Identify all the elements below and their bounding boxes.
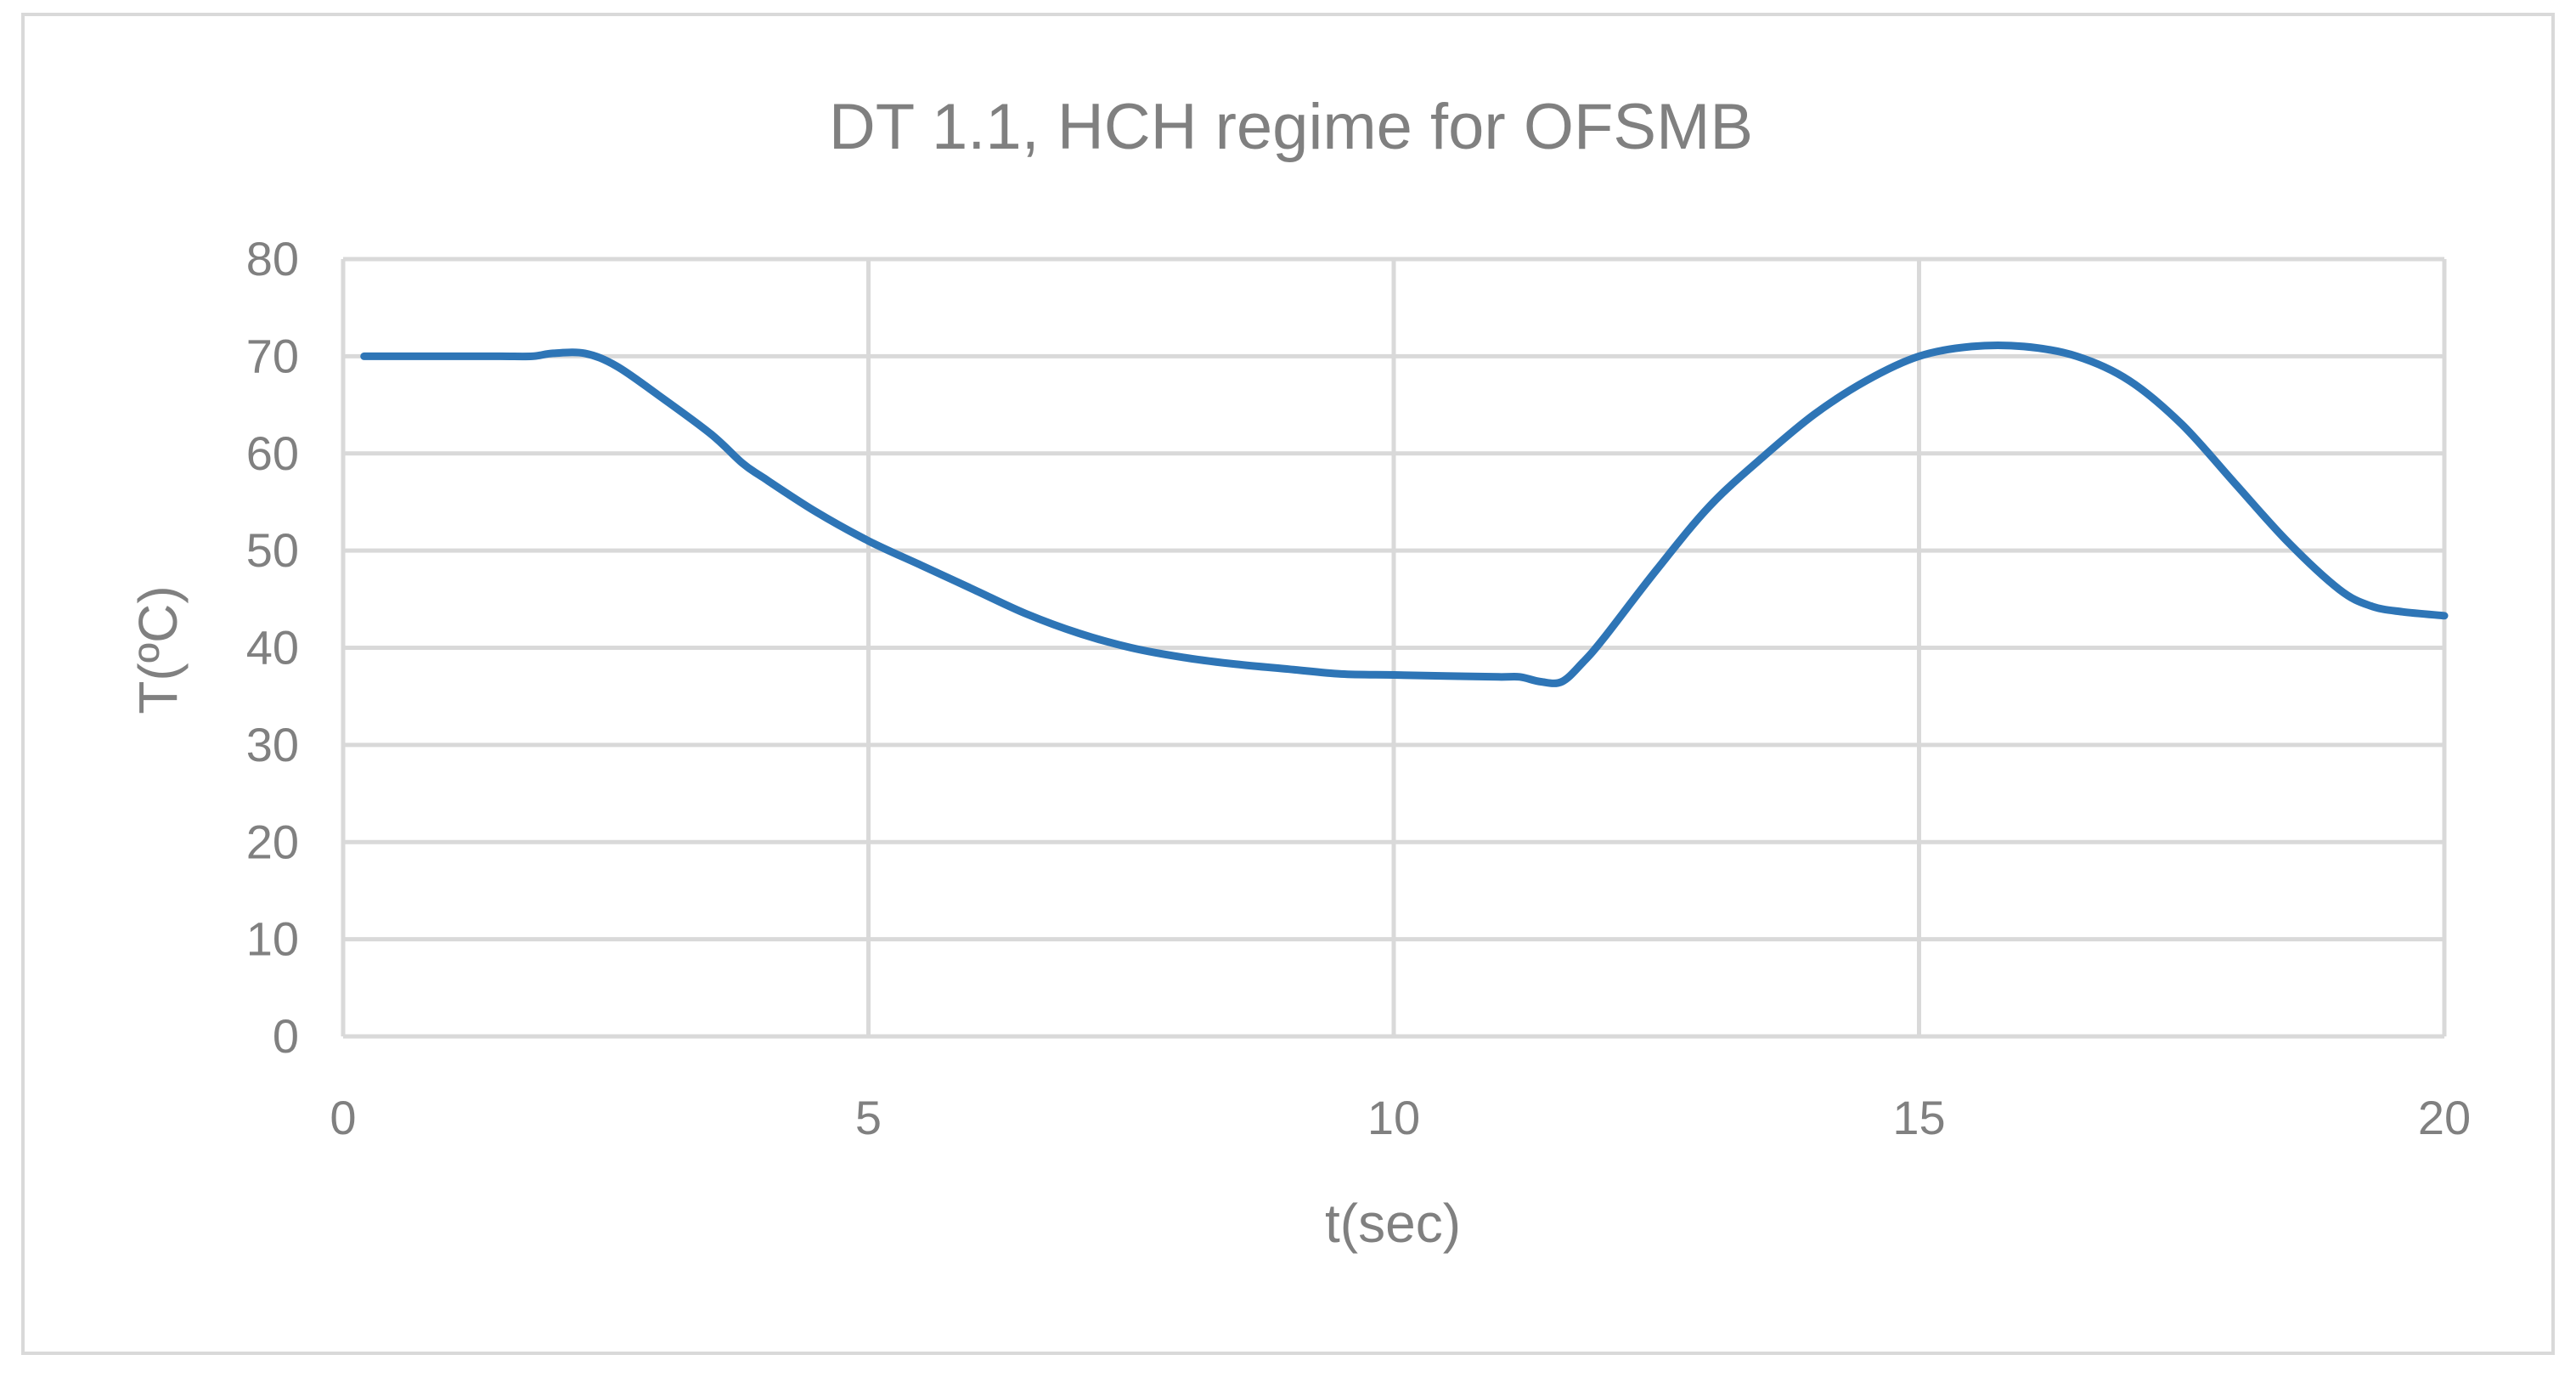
- y-axis-title: T(ºC): [127, 585, 189, 714]
- x-tick-label: 0: [330, 1091, 356, 1144]
- y-tick-label: 50: [246, 523, 299, 577]
- y-tick-label: 20: [246, 815, 299, 868]
- x-tick-label: 10: [1367, 1091, 1420, 1144]
- axes: [341, 259, 2444, 1039]
- x-axis-title: t(sec): [1325, 1193, 1461, 1254]
- chart-title: DT 1.1, HCH regime for OFSMB: [829, 91, 1753, 163]
- y-tick-label: 40: [246, 621, 299, 675]
- chart-frame: [21, 13, 2555, 1355]
- y-tick-label: 30: [246, 718, 299, 771]
- y-tick-label: 60: [246, 426, 299, 480]
- y-tick-label: 10: [246, 912, 299, 966]
- gridlines: [343, 257, 2447, 1036]
- x-tick-label: 5: [855, 1091, 882, 1144]
- x-axis-tick-labels: 0 5 10 15 20: [330, 1091, 2471, 1144]
- y-axis-tick-labels: 0 10 20 30 40 50 60 70 80: [246, 232, 299, 1063]
- y-tick-label: 0: [273, 1009, 299, 1063]
- y-tick-label: 80: [246, 232, 299, 285]
- series-line-temperature: [360, 341, 2449, 687]
- x-tick-label: 15: [1892, 1091, 1945, 1144]
- series-layer: [360, 341, 2449, 687]
- x-tick-label: 20: [2418, 1091, 2471, 1144]
- y-tick-label: 70: [246, 329, 299, 382]
